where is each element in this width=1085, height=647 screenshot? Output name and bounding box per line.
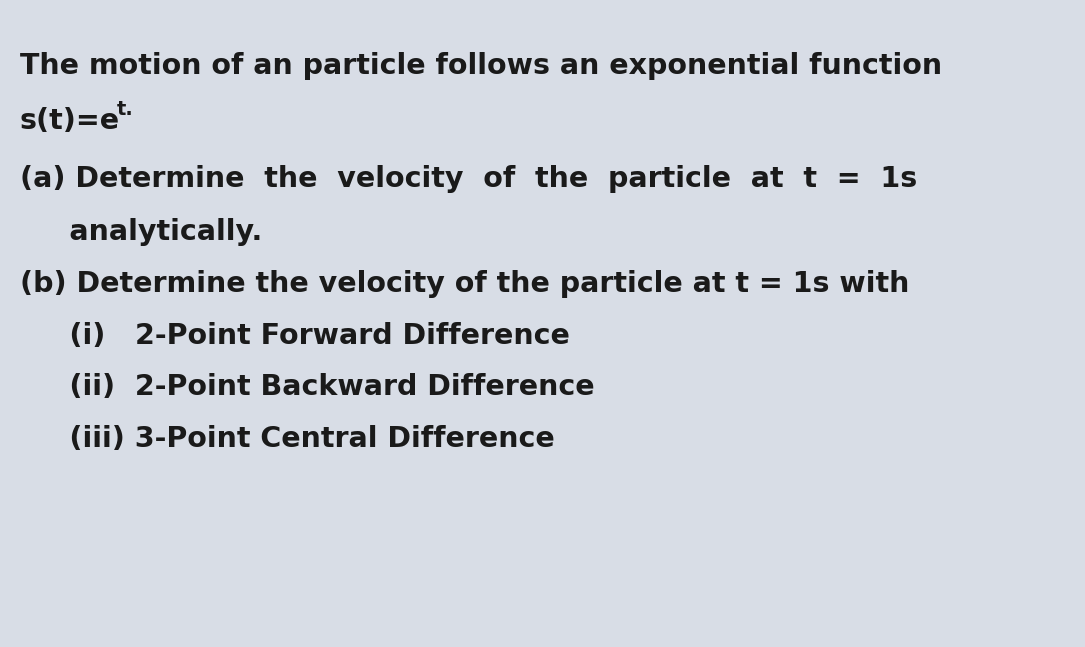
Text: (i)   2-Point Forward Difference: (i) 2-Point Forward Difference [20,322,570,349]
Text: analytically.: analytically. [20,218,261,246]
Text: t.: t. [116,100,133,119]
Text: (iii) 3-Point Central Difference: (iii) 3-Point Central Difference [20,425,554,453]
Text: The motion of an particle follows an exponential function: The motion of an particle follows an exp… [20,52,942,80]
Text: s(t)=e: s(t)=e [20,107,119,135]
Text: (ii)  2-Point Backward Difference: (ii) 2-Point Backward Difference [20,373,595,401]
Text: (b) Determine the velocity of the particle at t = 1s with: (b) Determine the velocity of the partic… [20,270,909,298]
Text: (a) Determine  the  velocity  of  the  particle  at  t  =  1s: (a) Determine the velocity of the partic… [20,165,917,193]
